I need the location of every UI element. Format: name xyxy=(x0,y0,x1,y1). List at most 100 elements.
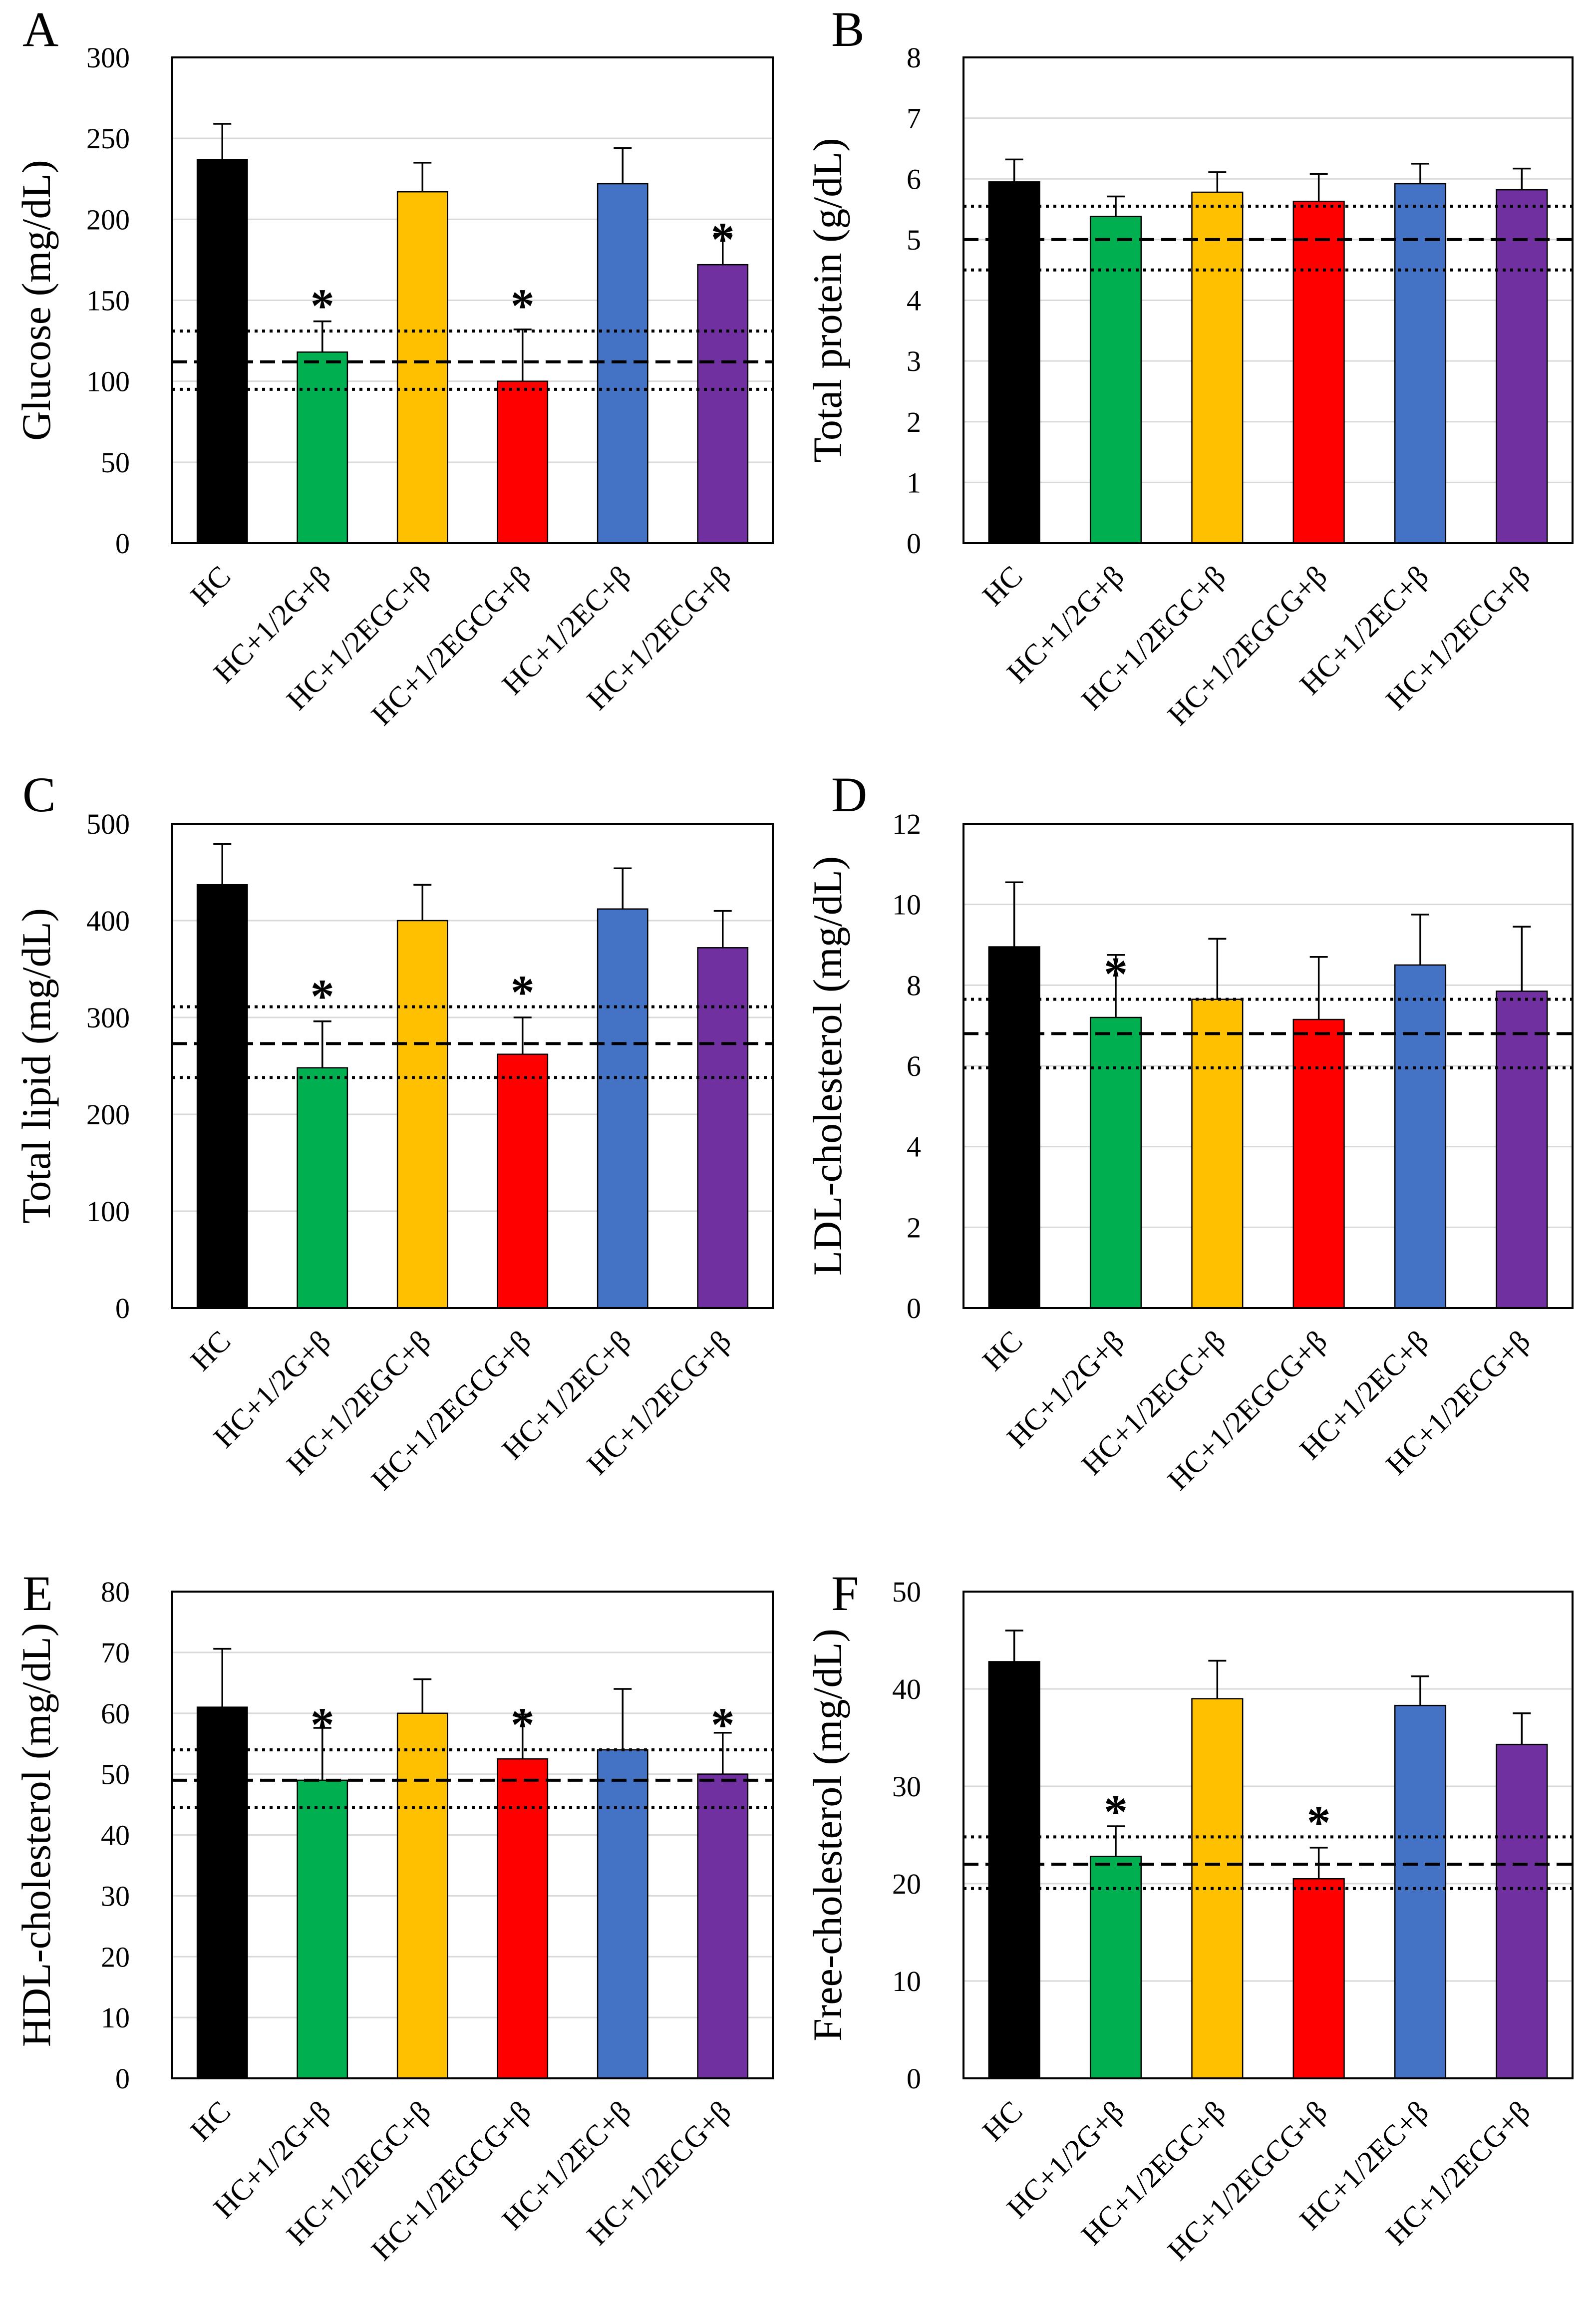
y-axis-label: LDL-cholesterol (mg/dL) xyxy=(805,856,850,1276)
bar xyxy=(1089,1856,1142,2079)
bar xyxy=(1394,183,1447,544)
y-tick-label: 8 xyxy=(907,969,921,1001)
plot-frame xyxy=(171,56,774,544)
plot-frame xyxy=(962,56,1574,544)
y-tick-label: 20 xyxy=(101,1941,130,1973)
plot-frame xyxy=(171,823,774,1309)
y-tick-label: 20 xyxy=(892,1868,921,1900)
panel-label: A xyxy=(22,1,58,57)
panel-label: E xyxy=(22,1566,53,1621)
y-tick-label: 300 xyxy=(86,1001,130,1034)
significance-asterisk: * xyxy=(1104,1785,1128,1838)
bar xyxy=(497,1758,549,2079)
y-axis-label: Glucose (mg/dL) xyxy=(13,160,59,440)
y-tick-label: 40 xyxy=(892,1673,921,1705)
bar xyxy=(597,908,648,1309)
y-tick-label: 4 xyxy=(907,285,921,317)
y-tick-label: 50 xyxy=(101,446,130,479)
significance-asterisk: * xyxy=(511,966,535,1019)
bar xyxy=(196,1706,248,2079)
y-tick-label: 0 xyxy=(907,1292,921,1324)
significance-asterisk: * xyxy=(311,970,334,1023)
y-tick-label: 4 xyxy=(907,1131,921,1163)
bar xyxy=(396,1712,448,2079)
bar xyxy=(297,1067,348,1309)
y-tick-label: 8 xyxy=(907,41,921,74)
bar xyxy=(988,946,1040,1309)
bar xyxy=(697,1773,749,2079)
bar xyxy=(1394,964,1447,1309)
bar xyxy=(988,181,1040,544)
bar xyxy=(697,264,749,544)
y-tick-label: 50 xyxy=(101,1758,130,1791)
y-tick-label: 10 xyxy=(892,889,921,921)
y-tick-label: 2 xyxy=(907,1211,921,1244)
panel-label: B xyxy=(831,1,865,57)
significance-asterisk: * xyxy=(711,1698,735,1751)
y-tick-label: 0 xyxy=(115,2062,130,2095)
bar xyxy=(597,1749,648,2079)
y-axis-label: Total lipid (mg/dL) xyxy=(13,908,59,1224)
bar xyxy=(1089,1016,1142,1309)
y-tick-label: 200 xyxy=(86,1098,130,1131)
y-tick-label: 100 xyxy=(86,1195,130,1228)
y-tick-label: 300 xyxy=(86,41,130,74)
y-tick-label: 0 xyxy=(115,1292,130,1324)
y-tick-label: 70 xyxy=(101,1637,130,1669)
y-tick-label: 12 xyxy=(892,808,921,840)
y-axis-label: Total protein (g/dL) xyxy=(805,138,850,462)
y-tick-label: 6 xyxy=(907,163,921,195)
x-tick-label: HC xyxy=(184,1324,237,1377)
y-tick-label: 200 xyxy=(86,203,130,236)
bar xyxy=(1089,216,1142,544)
bar xyxy=(297,351,348,544)
significance-asterisk: * xyxy=(311,279,334,332)
bar xyxy=(396,920,448,1309)
y-tick-label: 7 xyxy=(907,102,921,135)
y-tick-label: 5 xyxy=(907,224,921,256)
panel-label: D xyxy=(831,767,867,822)
bar xyxy=(1496,990,1548,1309)
y-tick-label: 250 xyxy=(86,122,130,155)
y-tick-label: 0 xyxy=(115,527,130,560)
y-axis-label: HDL-cholesterol (mg/dL) xyxy=(13,1623,59,2047)
x-tick-label: HC xyxy=(976,2095,1029,2148)
bar xyxy=(497,380,549,544)
y-tick-label: 60 xyxy=(101,1697,130,1730)
bar xyxy=(1292,201,1345,544)
y-axis-label: Free-cholesterol (mg/dL) xyxy=(805,1629,850,2041)
y-tick-label: 30 xyxy=(101,1880,130,1912)
y-tick-label: 150 xyxy=(86,285,130,317)
y-tick-label: 10 xyxy=(892,1965,921,1997)
bar xyxy=(988,1661,1040,2079)
bar xyxy=(597,183,648,544)
y-tick-label: 6 xyxy=(907,1050,921,1082)
bar xyxy=(196,884,248,1309)
bar xyxy=(497,1053,549,1309)
bar xyxy=(1191,998,1244,1309)
x-tick-label: HC xyxy=(184,2095,237,2148)
bar xyxy=(1292,1018,1345,1309)
significance-asterisk: * xyxy=(311,1698,334,1751)
bar xyxy=(1292,1878,1345,2079)
x-tick-label: HC xyxy=(976,1324,1029,1377)
significance-asterisk: * xyxy=(511,279,535,332)
significance-asterisk: * xyxy=(511,1698,535,1751)
bar xyxy=(1394,1704,1447,2079)
significance-asterisk: * xyxy=(711,213,735,266)
bar xyxy=(1191,191,1244,544)
y-tick-label: 50 xyxy=(892,1576,921,1608)
y-tick-label: 100 xyxy=(86,365,130,398)
y-tick-label: 0 xyxy=(907,527,921,560)
x-tick-label: HC xyxy=(184,560,237,613)
x-tick-label: HC xyxy=(976,560,1029,613)
y-tick-label: 2 xyxy=(907,406,921,438)
y-tick-label: 80 xyxy=(101,1576,130,1608)
significance-asterisk: * xyxy=(1104,948,1128,1001)
